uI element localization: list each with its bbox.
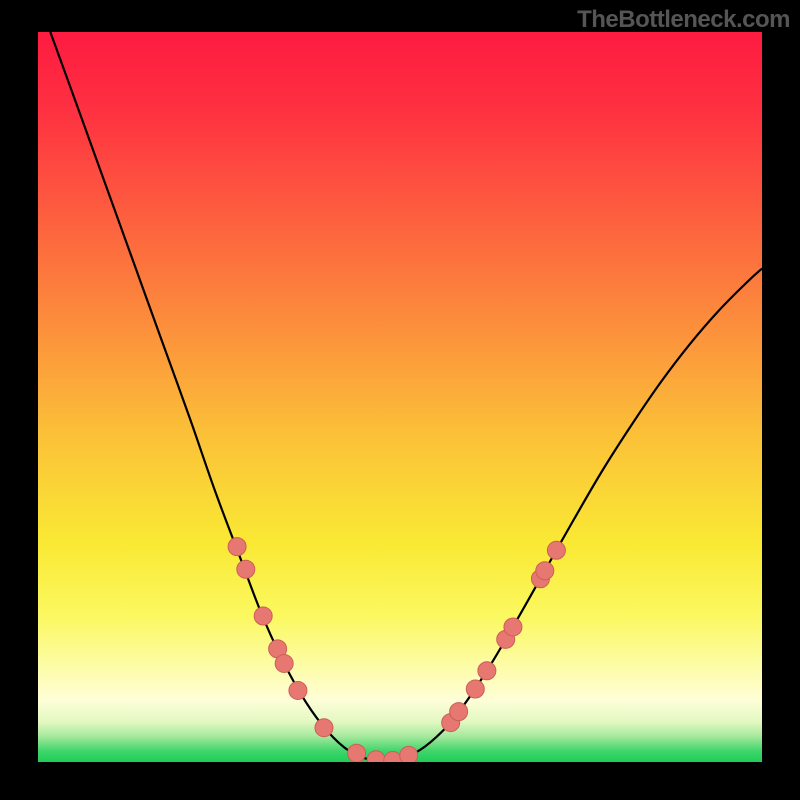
data-marker: [504, 618, 522, 636]
data-marker: [384, 752, 402, 770]
data-marker: [536, 562, 554, 580]
data-marker: [547, 541, 565, 559]
data-marker: [367, 751, 385, 769]
data-marker: [275, 654, 293, 672]
plot-background: [38, 32, 762, 762]
data-marker: [400, 746, 418, 764]
data-marker: [466, 680, 484, 698]
data-marker: [237, 560, 255, 578]
data-marker: [348, 744, 366, 762]
data-marker: [450, 703, 468, 721]
data-marker: [289, 681, 307, 699]
watermark-text: TheBottleneck.com: [577, 6, 790, 34]
data-marker: [228, 538, 246, 556]
data-marker: [478, 662, 496, 680]
data-marker: [254, 607, 272, 625]
data-marker: [315, 719, 333, 737]
